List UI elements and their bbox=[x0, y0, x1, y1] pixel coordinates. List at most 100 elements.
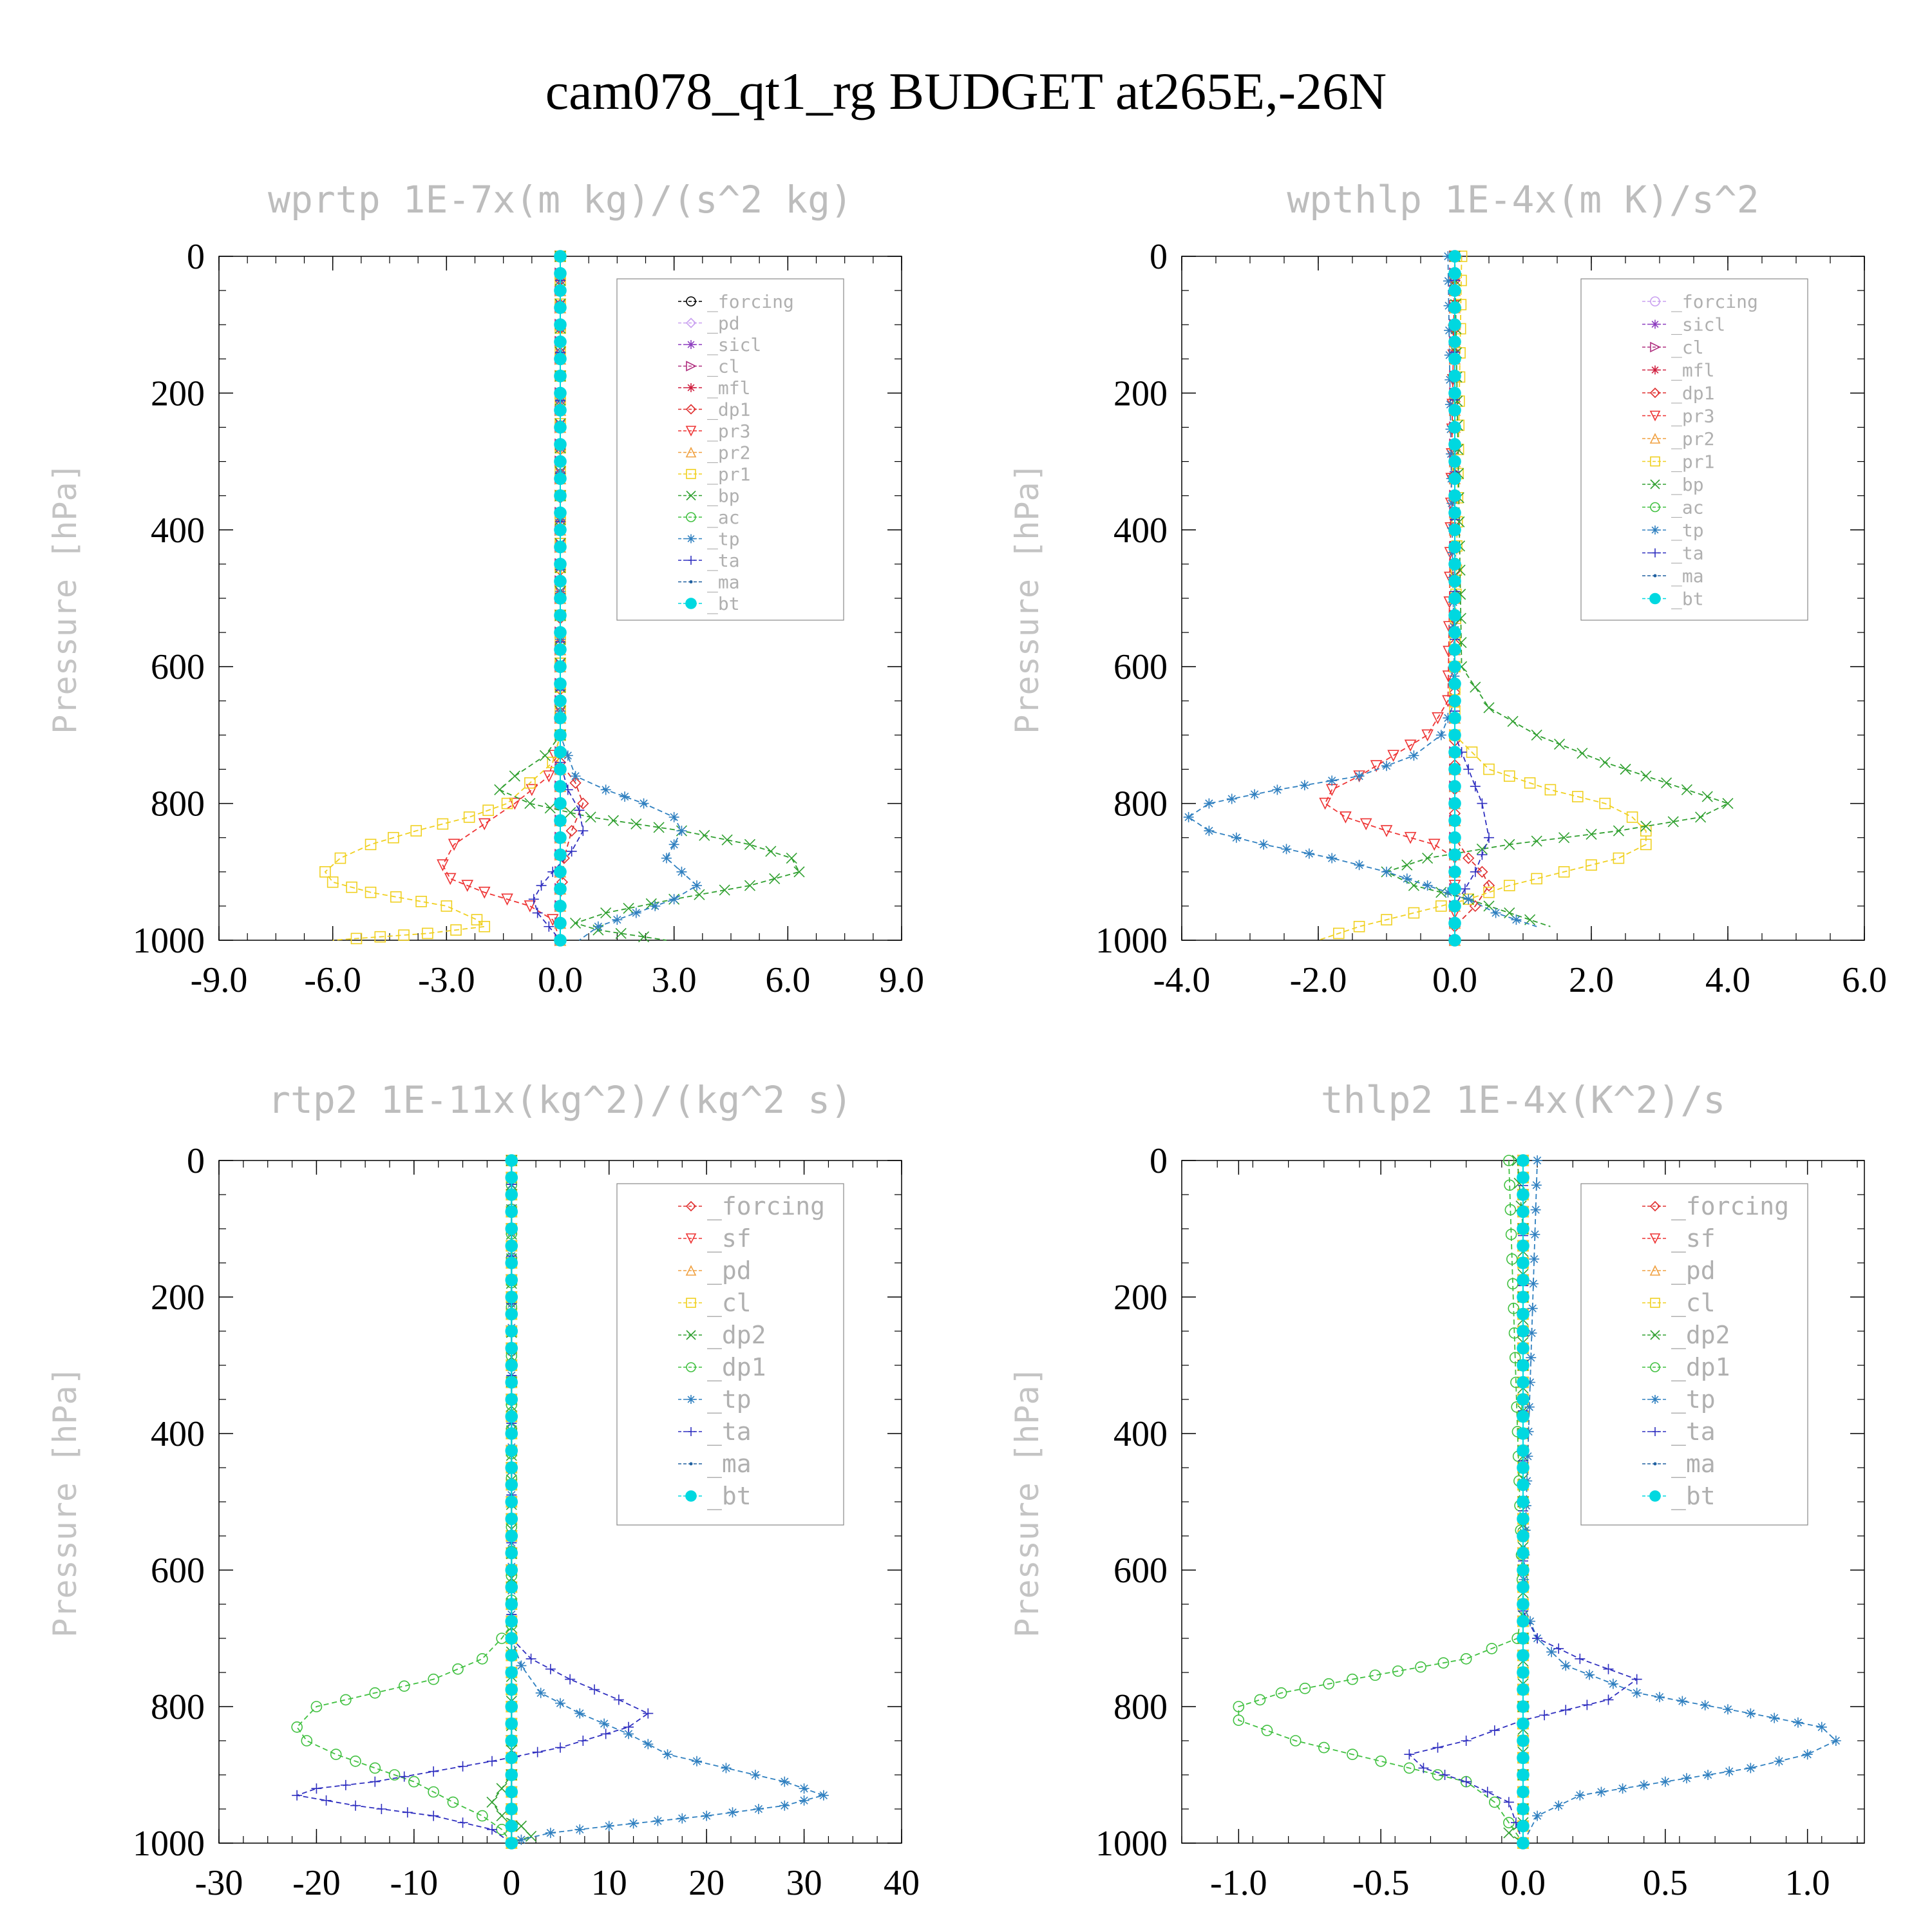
legend-entry: _dp1 bbox=[1671, 383, 1714, 404]
data-point bbox=[291, 1721, 303, 1733]
x-tick-label: 0.5 bbox=[1643, 1863, 1688, 1903]
data-point bbox=[699, 829, 710, 841]
data-point bbox=[554, 643, 567, 656]
data-point bbox=[1539, 1710, 1550, 1721]
data-point bbox=[1333, 927, 1345, 940]
data-point bbox=[1599, 797, 1611, 810]
data-point bbox=[1448, 900, 1461, 913]
data-point bbox=[505, 1461, 518, 1474]
data-point bbox=[350, 1756, 361, 1767]
legend-entry: _dp1 bbox=[1671, 1353, 1730, 1382]
data-point bbox=[1422, 852, 1434, 864]
data-point bbox=[650, 900, 661, 911]
data-point bbox=[494, 784, 506, 795]
data-point bbox=[1249, 789, 1260, 800]
data-point bbox=[1531, 729, 1542, 741]
data-point bbox=[1448, 386, 1461, 400]
data-point bbox=[554, 934, 567, 947]
data-point bbox=[1532, 1810, 1543, 1821]
data-point bbox=[554, 728, 567, 742]
data-point bbox=[1531, 835, 1542, 847]
data-point bbox=[505, 1598, 518, 1611]
data-point bbox=[1459, 884, 1470, 895]
data-point bbox=[1448, 762, 1461, 776]
data-point bbox=[1517, 1307, 1530, 1321]
data-point bbox=[1503, 1797, 1514, 1808]
data-point bbox=[554, 455, 567, 468]
data-point bbox=[1448, 421, 1461, 434]
data-point bbox=[450, 924, 462, 936]
data-point bbox=[554, 386, 567, 400]
y-tick-label: 1000 bbox=[133, 921, 205, 961]
data-point bbox=[554, 660, 567, 673]
data-point bbox=[505, 1564, 518, 1577]
data-point bbox=[1354, 860, 1365, 871]
data-point bbox=[1448, 574, 1461, 588]
legend-entry: _ma bbox=[1671, 565, 1704, 587]
data-point bbox=[570, 771, 581, 782]
data-point bbox=[1446, 448, 1457, 459]
data-point bbox=[662, 1749, 673, 1760]
data-point bbox=[319, 866, 331, 878]
data-point bbox=[1517, 1256, 1530, 1269]
data-point bbox=[1640, 820, 1652, 832]
legend-entry: _mfl bbox=[707, 377, 750, 399]
data-point bbox=[1504, 1204, 1517, 1216]
data-point bbox=[1404, 1749, 1415, 1760]
data-point bbox=[505, 1393, 518, 1406]
data-point bbox=[505, 1768, 518, 1781]
data-point bbox=[1448, 472, 1461, 485]
data-point bbox=[1522, 1451, 1533, 1462]
data-point bbox=[505, 1666, 518, 1679]
data-point bbox=[1340, 811, 1352, 824]
data-point bbox=[1482, 879, 1495, 892]
data-point bbox=[554, 746, 567, 759]
data-point bbox=[1530, 1229, 1540, 1240]
data-point bbox=[1517, 1359, 1530, 1372]
data-point bbox=[1448, 694, 1461, 708]
data-point bbox=[554, 250, 567, 263]
data-point bbox=[1275, 1687, 1287, 1699]
data-point bbox=[1517, 1666, 1530, 1679]
data-point bbox=[623, 902, 634, 914]
series-line bbox=[1324, 256, 1455, 940]
data-point bbox=[505, 1530, 518, 1542]
y-axis-label: Pressure [hPa] bbox=[1009, 462, 1046, 734]
legend-entry: _pr1 bbox=[707, 464, 750, 486]
data-point bbox=[1517, 1751, 1530, 1765]
data-point bbox=[589, 1684, 600, 1695]
data-point bbox=[1483, 886, 1495, 898]
data-point bbox=[1530, 1204, 1541, 1215]
data-point bbox=[461, 880, 474, 892]
data-point bbox=[1509, 1352, 1521, 1364]
legend-entry: _ta bbox=[1671, 543, 1704, 565]
data-point bbox=[1353, 920, 1365, 933]
data-point bbox=[1603, 1694, 1614, 1705]
data-point bbox=[1517, 1837, 1530, 1850]
legend-entry: _sicl bbox=[1671, 314, 1725, 336]
data-point bbox=[1703, 1770, 1714, 1780]
data-point bbox=[1631, 1687, 1642, 1698]
data-point bbox=[1404, 831, 1417, 844]
data-point bbox=[526, 1830, 537, 1842]
data-point bbox=[599, 1718, 610, 1729]
data-point bbox=[554, 900, 567, 913]
legend-entry: _dp1 bbox=[707, 1353, 766, 1382]
data-point bbox=[1553, 738, 1566, 750]
legend-entry: _bt bbox=[1671, 589, 1704, 611]
y-tick-label: 600 bbox=[1113, 647, 1168, 687]
legend-entry: _pr2 bbox=[1671, 428, 1714, 450]
data-point bbox=[1526, 1327, 1537, 1338]
data-point bbox=[422, 927, 433, 940]
data-point bbox=[369, 1687, 381, 1699]
data-point bbox=[376, 1804, 387, 1814]
data-point bbox=[1375, 1756, 1387, 1767]
data-point bbox=[471, 914, 483, 925]
data-point bbox=[1408, 750, 1419, 761]
data-point bbox=[1517, 1239, 1530, 1253]
data-point bbox=[1546, 1647, 1557, 1658]
y-tick-label: 800 bbox=[1113, 1687, 1168, 1727]
y-tick-label: 200 bbox=[151, 1278, 205, 1318]
data-point bbox=[1517, 1632, 1530, 1645]
